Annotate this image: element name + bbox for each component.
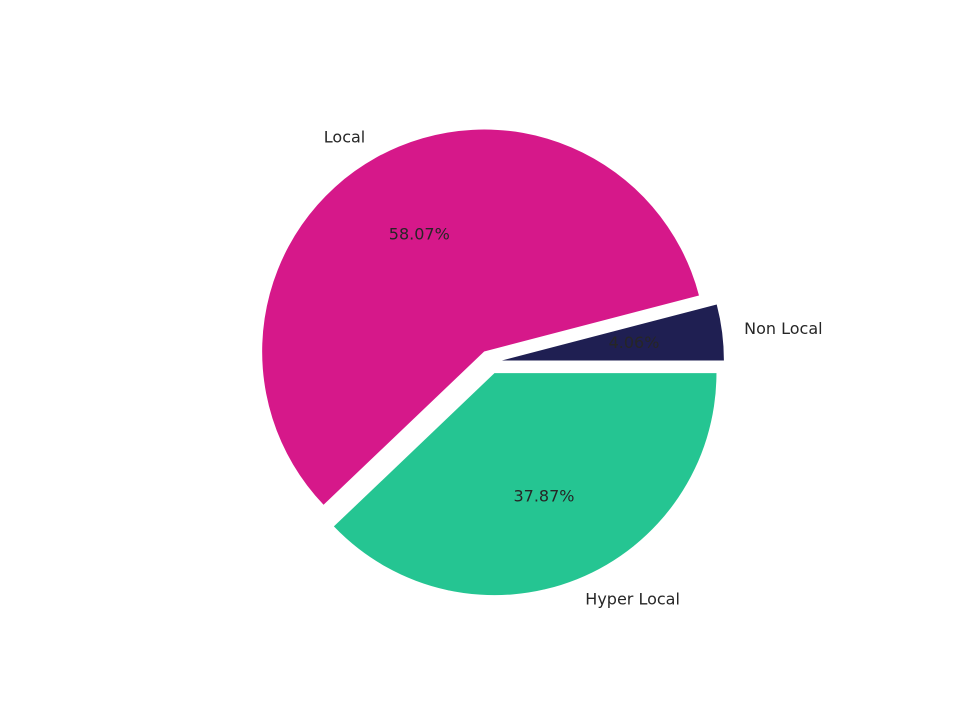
slice-label: Local (324, 128, 365, 147)
percent-label: 58.07% (389, 225, 450, 244)
pie-slice (262, 129, 699, 505)
slice-label: Hyper Local (585, 589, 680, 608)
pie-slice (333, 373, 717, 596)
slice-label: Non Local (744, 319, 822, 338)
percent-label: 37.87% (513, 486, 574, 505)
percent-label: 4.06% (609, 333, 660, 352)
pie-slice (501, 304, 724, 361)
